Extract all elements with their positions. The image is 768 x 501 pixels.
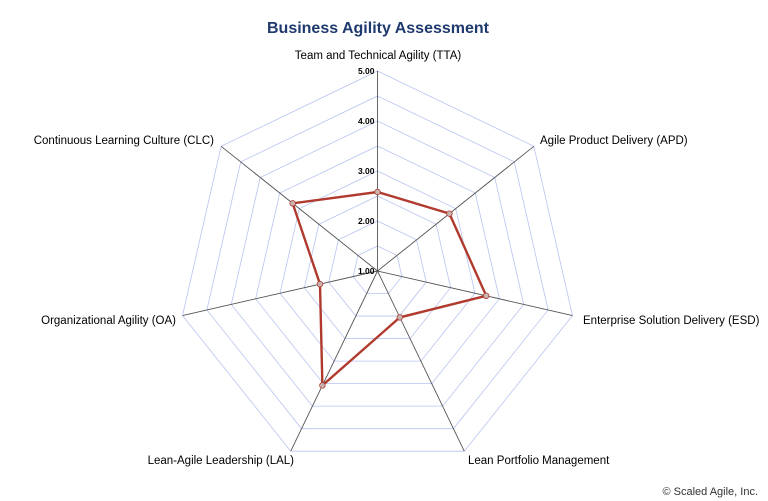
data-point (316, 280, 324, 288)
axis-label: Organizational Agility (OA) (41, 315, 176, 327)
grid-ring (206, 95, 549, 430)
axis-spoke (220, 145, 378, 272)
series-line (291, 190, 488, 389)
tick-label: 2.00 (358, 216, 375, 226)
grid-ring (279, 170, 476, 362)
axis-label: Continuous Learning Culture (CLC) (34, 135, 214, 147)
tick-label: 5.00 (358, 66, 375, 76)
tick-label: 4.00 (358, 116, 375, 126)
axis-label: Lean-Agile Leadership (LAL) (148, 455, 295, 467)
axis-spoke (377, 270, 573, 316)
grid-ring (182, 70, 573, 452)
data-point (289, 200, 296, 207)
chart-title: Business Agility Assessment (267, 20, 490, 37)
copyright-text: © Scaled Agile, Inc. (662, 486, 758, 498)
axis-spoke (290, 270, 378, 452)
axis-label: Enterprise Solution Delivery (ESD) (583, 315, 760, 327)
grid-ring (328, 220, 427, 317)
axis-label: Agile Product Delivery (APD) (540, 135, 688, 147)
grid-ring (352, 245, 403, 294)
data-point (483, 292, 490, 300)
axis-label: Lean Portfolio Management (468, 455, 610, 467)
axis-spoke (377, 145, 535, 272)
axis-label: Team and Technical Agility (TTA) (295, 50, 462, 62)
data-point (319, 382, 326, 389)
axis-spoke (182, 270, 378, 316)
data-point (446, 210, 453, 217)
tick-label: 1.00 (358, 266, 375, 276)
data-point (374, 188, 381, 196)
grid-ring (255, 145, 500, 385)
data-point (396, 314, 404, 321)
tick-label: 3.00 (358, 166, 375, 176)
axis-spoke (377, 270, 465, 452)
grid-ring (230, 120, 525, 407)
